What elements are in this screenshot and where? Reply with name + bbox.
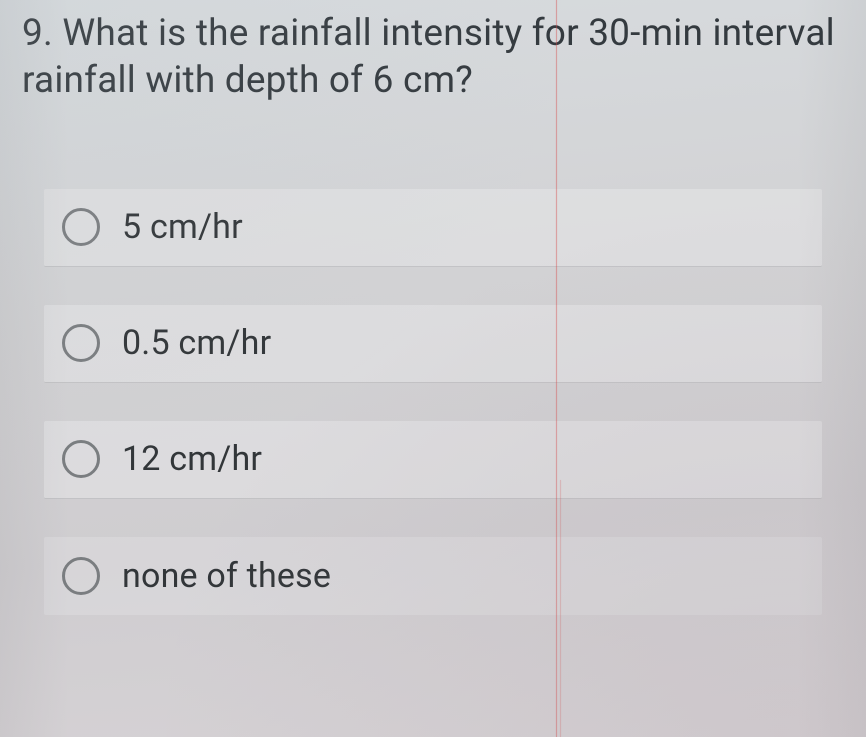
options-list: 5 cm/hr 0.5 cm/hr 12 cm/hr none of these bbox=[0, 189, 866, 615]
radio-icon bbox=[62, 557, 100, 595]
option-label: 0.5 cm/hr bbox=[122, 323, 271, 363]
option-0[interactable]: 5 cm/hr bbox=[44, 189, 822, 267]
question-block: 9. What is the rainfall intensity for 30… bbox=[0, 4, 866, 105]
question-text: 9. What is the rainfall intensity for 30… bbox=[22, 10, 844, 105]
option-3[interactable]: none of these bbox=[44, 537, 822, 615]
option-1[interactable]: 0.5 cm/hr bbox=[44, 305, 822, 383]
option-label: 5 cm/hr bbox=[122, 207, 243, 247]
radio-icon bbox=[62, 208, 100, 246]
notebook-margin-line bbox=[560, 480, 561, 737]
option-label: 12 cm/hr bbox=[122, 439, 262, 479]
notebook-margin-line bbox=[556, 0, 557, 737]
quiz-page: 9. What is the rainfall intensity for 30… bbox=[0, 0, 866, 737]
option-label: none of these bbox=[122, 556, 331, 596]
radio-icon bbox=[62, 324, 100, 362]
question-body: What is the rainfall intensity for 30-mi… bbox=[22, 12, 835, 102]
question-number: 9. bbox=[22, 12, 53, 55]
option-2[interactable]: 12 cm/hr bbox=[44, 421, 822, 499]
radio-icon bbox=[62, 440, 100, 478]
